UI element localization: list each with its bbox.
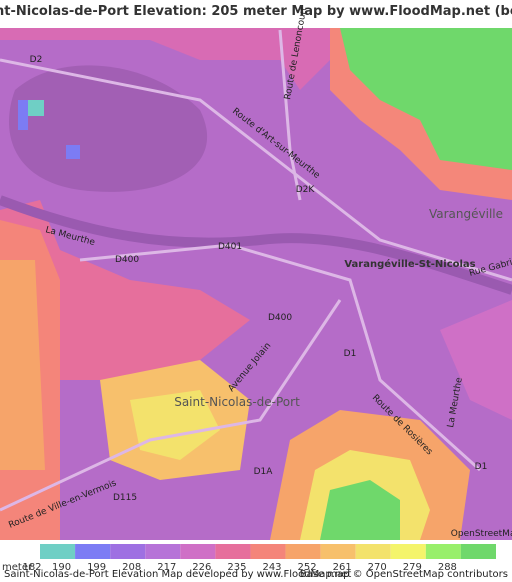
legend-value: 270 xyxy=(368,562,387,573)
divider xyxy=(0,540,512,542)
terrain xyxy=(18,100,28,130)
legend-swatch xyxy=(40,544,76,559)
road-label: D2 xyxy=(30,55,43,65)
legend-swatch xyxy=(285,544,321,559)
legend-value: 288 xyxy=(438,562,457,573)
legend-unit: meter xyxy=(2,562,33,573)
road-label: D1A xyxy=(254,467,274,477)
terrain xyxy=(8,65,208,192)
legend-swatch xyxy=(390,544,426,559)
footer-right: Base map © OpenStreetMap contributors xyxy=(300,569,508,580)
legend-swatch xyxy=(425,544,461,559)
legend-value: 235 xyxy=(227,562,246,573)
legend-swatch xyxy=(75,544,111,559)
terrain xyxy=(0,200,250,540)
terrain xyxy=(0,28,330,90)
title: Saint-Nicolas-de-Port Elevation: 205 met… xyxy=(0,4,512,19)
map xyxy=(0,28,512,542)
legend-value: 243 xyxy=(262,562,281,573)
legend-value: 252 xyxy=(298,562,317,573)
legend-value: 226 xyxy=(192,562,211,573)
road-label: D2K xyxy=(296,185,316,195)
map-credit: OpenStreetMap xyxy=(451,529,512,539)
road xyxy=(0,58,512,282)
legend-value: 182 xyxy=(22,562,41,573)
legend-value: 190 xyxy=(52,562,71,573)
place-label: Varangéville-St-Nicolas xyxy=(344,258,475,270)
road-label: D1 xyxy=(475,462,488,472)
road-label: D115 xyxy=(113,493,137,503)
terrain xyxy=(340,28,512,170)
road-label: D401 xyxy=(218,242,242,252)
legend-swatch xyxy=(355,544,391,559)
terrain xyxy=(0,260,45,470)
legend-value: 208 xyxy=(122,562,141,573)
road xyxy=(278,29,302,201)
legend-value: 279 xyxy=(403,562,422,573)
legend-swatch xyxy=(110,544,146,559)
legend-value: 199 xyxy=(87,562,106,573)
legend-swatch xyxy=(215,544,251,559)
legend-swatch xyxy=(320,544,356,559)
place-label: Saint-Nicolas-de-Port xyxy=(174,395,300,409)
place-label: Varangéville xyxy=(429,207,503,221)
legend-value: 217 xyxy=(157,562,176,573)
river xyxy=(0,195,512,295)
legend-swatch xyxy=(460,544,496,559)
footer-left: Saint-Nicolas-de-Port Elevation Map deve… xyxy=(4,569,351,580)
legend-value: 261 xyxy=(333,562,352,573)
road-label: D400 xyxy=(268,313,292,323)
road xyxy=(0,299,342,512)
terrain xyxy=(66,145,80,159)
legend-swatch xyxy=(180,544,216,559)
road-label: D1 xyxy=(344,349,357,359)
terrain xyxy=(130,390,220,460)
road-label: D400 xyxy=(115,255,139,265)
road xyxy=(79,243,482,472)
terrain xyxy=(28,100,44,116)
legend-swatch xyxy=(145,544,181,559)
legend-swatch xyxy=(250,544,286,559)
terrain xyxy=(440,300,512,420)
terrain xyxy=(320,480,400,540)
